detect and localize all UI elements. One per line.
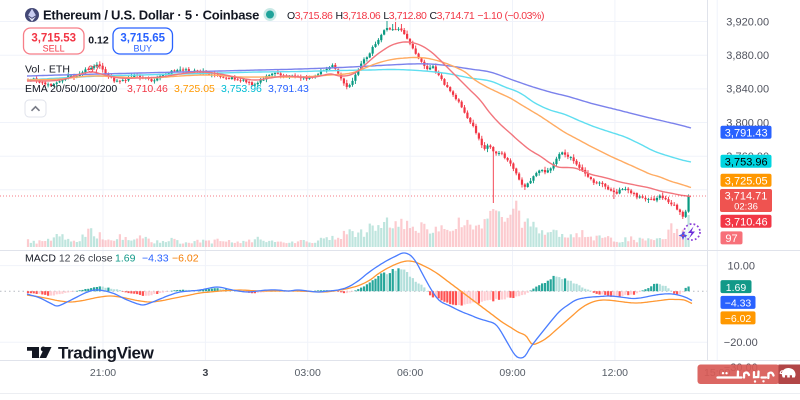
svg-text:3,753.96: 3,753.96 [221,83,262,95]
svg-text:Vol · ETH: Vol · ETH [25,64,70,76]
svg-text:−4.33: −4.33 [725,298,752,310]
svg-text:3: 3 [202,367,208,379]
svg-text:3,715.65: 3,715.65 [120,33,165,45]
svg-text:3,714.71: 3,714.71 [725,191,768,203]
svg-text:09:00: 09:00 [499,367,525,379]
svg-text:3,725.05: 3,725.05 [725,176,768,188]
svg-text:1.69: 1.69 [726,282,747,294]
svg-text:3,920.00: 3,920.00 [726,16,769,28]
svg-text:3,791.43: 3,791.43 [268,83,309,95]
svg-text:02:36: 02:36 [734,202,758,213]
svg-text:3,791.43: 3,791.43 [725,128,768,140]
svg-text:Ethereum / U.S. Dollar · 5 · C: Ethereum / U.S. Dollar · 5 · Coinbase [43,8,259,23]
svg-text:3,710.46: 3,710.46 [127,83,168,95]
svg-text:06:00: 06:00 [397,367,423,379]
svg-text:3,715.53: 3,715.53 [31,33,76,45]
svg-text:21:00: 21:00 [90,367,116,379]
svg-text:3,710.46: 3,710.46 [725,217,768,229]
svg-text:0.12: 0.12 [88,35,109,47]
svg-text:3,880.00: 3,880.00 [726,50,769,62]
svg-text:03:00: 03:00 [295,367,321,379]
svg-text:TradingView: TradingView [58,344,155,363]
svg-text:−20.00: −20.00 [724,337,758,349]
svg-text:97: 97 [88,64,100,76]
svg-text:−6.02: −6.02 [172,253,199,265]
svg-text:1.69: 1.69 [115,253,136,265]
svg-text:10.00: 10.00 [728,260,756,272]
svg-text:97: 97 [725,233,737,245]
svg-text:SELL: SELL [43,44,65,54]
svg-text:MACD 12 26 close: MACD 12 26 close [25,253,113,265]
svg-text:12:00: 12:00 [602,367,628,379]
svg-text:3,725.05: 3,725.05 [174,83,215,95]
svg-text:3,753.96: 3,753.96 [725,157,768,169]
svg-text:BUY: BUY [133,44,152,54]
svg-text:3,840.00: 3,840.00 [726,84,769,96]
svg-text:−4.33: −4.33 [142,253,169,265]
svg-text:EMA 20/50/100/200: EMA 20/50/100/200 [25,83,117,95]
svg-text:−6.02: −6.02 [725,313,752,325]
